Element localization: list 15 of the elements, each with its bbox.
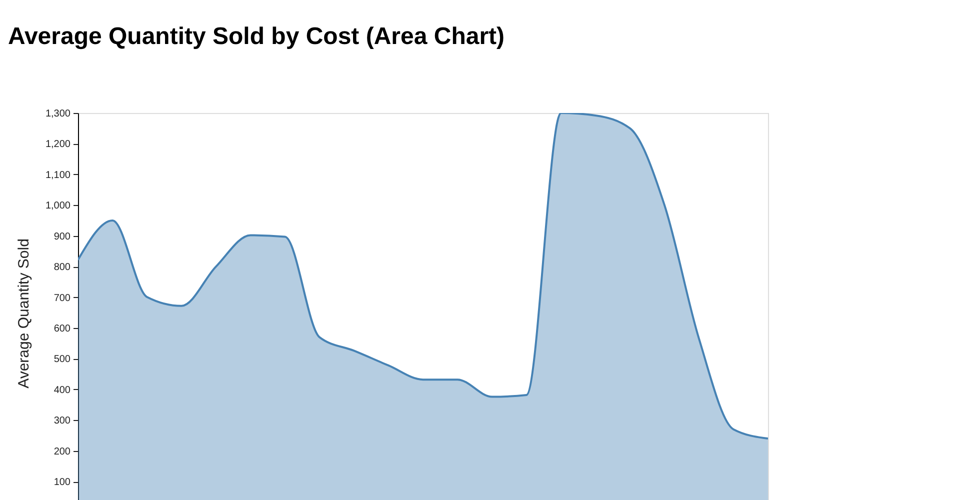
y-axis-title: Average Quantity Sold bbox=[16, 238, 32, 388]
y-tick-label: 300 bbox=[54, 416, 71, 427]
y-tick-label: 900 bbox=[54, 231, 71, 242]
y-tick-label: 500 bbox=[54, 354, 71, 366]
y-tick-label: 1,300 bbox=[45, 108, 71, 120]
chart-title: Average Quantity Sold by Cost (Area Chart) bbox=[8, 23, 505, 50]
y-tick-label: 200 bbox=[54, 446, 71, 458]
y-tick-label: 1,000 bbox=[45, 200, 71, 212]
y-tick-label: 1,100 bbox=[45, 170, 71, 181]
y-tick-label: 400 bbox=[54, 384, 71, 396]
y-tick-label: 700 bbox=[54, 292, 71, 304]
y-tick-label: 800 bbox=[54, 262, 71, 274]
y-tick-label: 600 bbox=[54, 324, 71, 334]
y-tick-label: 1,200 bbox=[45, 139, 71, 150]
y-tick-label: 100 bbox=[54, 477, 71, 488]
